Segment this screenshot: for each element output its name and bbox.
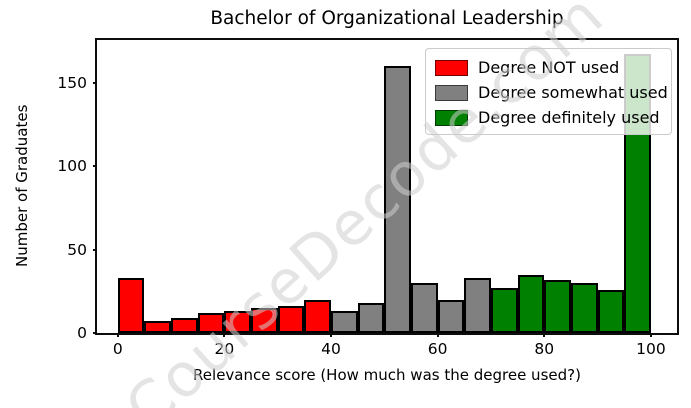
histogram-bar xyxy=(144,321,172,333)
x-axis-label: Relevance score (How much was the degree… xyxy=(193,366,581,384)
legend-swatch-green xyxy=(435,109,468,126)
y-tick-label: 0 xyxy=(77,324,87,342)
legend-item-definitely-used: Degree definitely used xyxy=(435,105,662,130)
histogram-bar xyxy=(491,287,518,333)
histogram-bar xyxy=(277,306,305,333)
histogram-bar xyxy=(117,277,145,333)
x-tick-label: 20 xyxy=(214,340,235,358)
y-tick-mark xyxy=(93,332,97,334)
histogram-bar xyxy=(464,277,491,333)
histogram-bar xyxy=(384,66,411,333)
legend-item-not-used: Degree NOT used xyxy=(435,55,662,80)
histogram-bar xyxy=(251,308,278,333)
legend-item-somewhat-used: Degree somewhat used xyxy=(435,80,668,105)
y-tick-mark xyxy=(93,248,97,251)
legend-label: Degree NOT used xyxy=(478,58,620,77)
y-axis-label: Number of Graduates xyxy=(13,104,31,267)
y-tick-mark xyxy=(93,165,97,168)
x-tick-label: 60 xyxy=(427,340,448,358)
histogram-bar xyxy=(331,311,358,333)
histogram-bar xyxy=(517,274,545,333)
x-tick-mark xyxy=(436,333,439,337)
x-tick-mark xyxy=(116,333,119,337)
x-tick-label: 80 xyxy=(534,340,555,358)
y-tick-label: 150 xyxy=(57,73,87,92)
histogram-bar xyxy=(171,318,198,333)
legend-label: Degree definitely used xyxy=(478,108,660,127)
histogram-bar xyxy=(437,299,465,333)
histogram-bar xyxy=(224,311,252,333)
legend: Degree NOT used Degree somewhat used Deg… xyxy=(425,48,672,135)
x-tick-label: 40 xyxy=(321,340,341,358)
histogram-bar xyxy=(411,282,438,333)
histogram-bar xyxy=(197,313,225,333)
histogram-bar xyxy=(597,289,625,333)
legend-swatch-gray xyxy=(435,84,468,101)
x-tick-mark xyxy=(330,333,332,337)
chart-title: Bachelor of Organizational Leadership xyxy=(210,8,564,29)
y-tick-label: 50 xyxy=(67,240,87,259)
x-tick-mark xyxy=(543,333,546,337)
x-tick-mark xyxy=(649,333,652,337)
histogram-bar xyxy=(304,299,332,333)
histogram-bar xyxy=(357,303,385,333)
x-tick-mark xyxy=(223,333,226,337)
x-tick-label: 100 xyxy=(636,340,666,358)
histogram-bar xyxy=(544,279,571,333)
x-tick-label: 0 xyxy=(112,340,123,358)
y-tick-mark xyxy=(93,81,97,84)
legend-label: Degree somewhat used xyxy=(478,83,668,102)
histogram-bar xyxy=(570,282,598,333)
y-tick-label: 100 xyxy=(57,157,87,176)
legend-swatch-red xyxy=(435,59,468,76)
